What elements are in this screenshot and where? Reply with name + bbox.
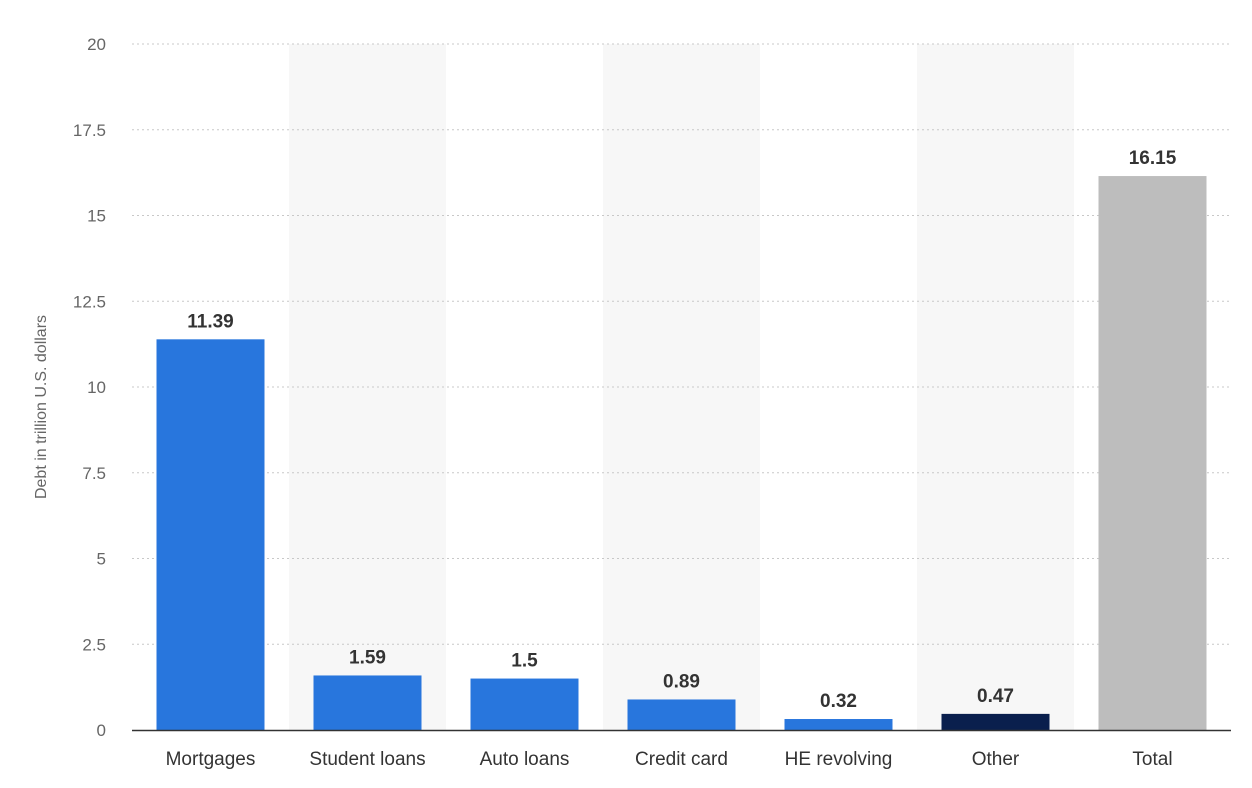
bar[interactable]	[313, 675, 422, 730]
y-tick-label: 20	[87, 35, 106, 54]
bar[interactable]	[1098, 176, 1207, 730]
x-category-label: Mortgages	[166, 749, 256, 770]
y-tick-label: 17.5	[73, 121, 106, 140]
bar-value-label: 0.89	[663, 671, 700, 692]
bar[interactable]	[941, 713, 1050, 730]
bar-value-label: 16.15	[1129, 148, 1177, 169]
x-category-label: Auto loans	[480, 749, 570, 770]
background-band	[603, 44, 760, 730]
x-category-label: Student loans	[309, 749, 425, 770]
bar[interactable]	[470, 678, 579, 730]
y-tick-label: 2.5	[82, 635, 106, 654]
bar-value-label: 0.47	[977, 686, 1014, 707]
data-labels: 11.39 1.59 1.5 0.89 0.32 0.47 16.15	[187, 148, 1176, 712]
x-category-label: Credit card	[635, 749, 728, 770]
y-axis-ticks: 0 2.5 5 7.5 10 12.5 15 17.5 20	[73, 35, 106, 740]
x-category-label: Other	[972, 749, 1020, 770]
bar-value-label: 11.39	[187, 311, 234, 332]
y-tick-label: 15	[87, 207, 106, 226]
y-tick-label: 12.5	[73, 292, 106, 311]
gridlines	[132, 43, 1231, 645]
y-axis-title: Debt in trillion U.S. dollars	[33, 315, 50, 499]
x-category-label: HE revolving	[785, 749, 893, 770]
bar[interactable]	[784, 719, 893, 730]
y-tick-label: 7.5	[82, 464, 106, 483]
x-axis-categories: Mortgages Student loans Auto loans Credit c…	[166, 749, 1173, 770]
bar-value-label: 1.5	[511, 651, 538, 672]
y-tick-label: 0	[97, 721, 106, 740]
background-band	[917, 44, 1074, 730]
bar[interactable]	[156, 339, 265, 730]
bars	[156, 176, 1207, 730]
bar-value-label: 1.59	[349, 647, 386, 668]
y-tick-label: 10	[87, 378, 106, 397]
background-bands	[289, 44, 1074, 730]
x-category-label: Total	[1132, 749, 1172, 770]
bar-value-label: 0.32	[820, 691, 857, 712]
y-tick-label: 5	[97, 550, 106, 569]
bar[interactable]	[627, 699, 736, 730]
